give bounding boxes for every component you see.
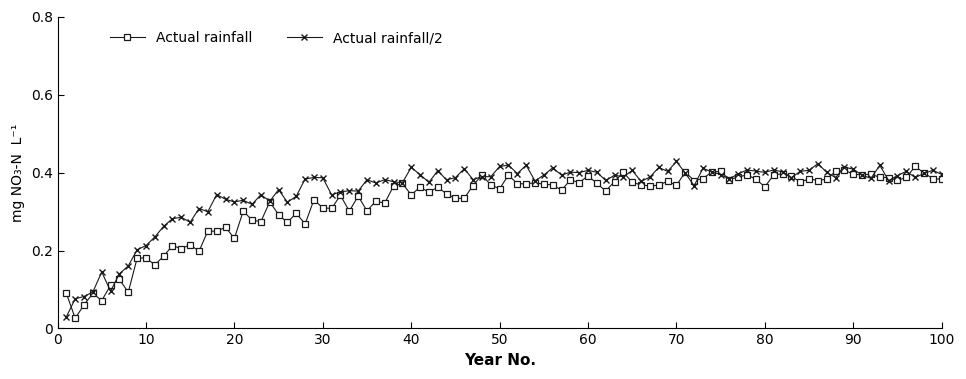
Actual rainfall (591, 181, 603, 186)
Actual rainfall/2 (670, 159, 682, 164)
Actual rainfall/2 (512, 171, 524, 176)
Actual rainfall/2 (900, 169, 912, 174)
X-axis label: Year No.: Year No. (464, 353, 535, 368)
Actual rainfall (521, 182, 532, 186)
Y-axis label: mg NO₃-N  L⁻¹: mg NO₃-N L⁻¹ (12, 123, 25, 222)
Actual rainfall (61, 291, 72, 296)
Line: Actual rainfall: Actual rainfall (64, 164, 945, 321)
Actual rainfall (909, 164, 921, 169)
Legend: Actual rainfall, Actual rainfall/2: Actual rainfall, Actual rainfall/2 (104, 26, 448, 51)
Actual rainfall/2 (936, 172, 948, 177)
Actual rainfall/2 (582, 168, 594, 172)
Line: Actual rainfall/2: Actual rainfall/2 (63, 158, 945, 320)
Actual rainfall/2 (874, 163, 886, 168)
Actual rainfall (874, 175, 886, 180)
Actual rainfall/2 (229, 200, 241, 204)
Actual rainfall (238, 209, 249, 213)
Actual rainfall (936, 177, 948, 182)
Actual rainfall/2 (61, 315, 72, 319)
Actual rainfall (900, 175, 912, 180)
Actual rainfall (70, 316, 81, 321)
Actual rainfall/2 (264, 199, 275, 204)
Actual rainfall (272, 212, 284, 217)
